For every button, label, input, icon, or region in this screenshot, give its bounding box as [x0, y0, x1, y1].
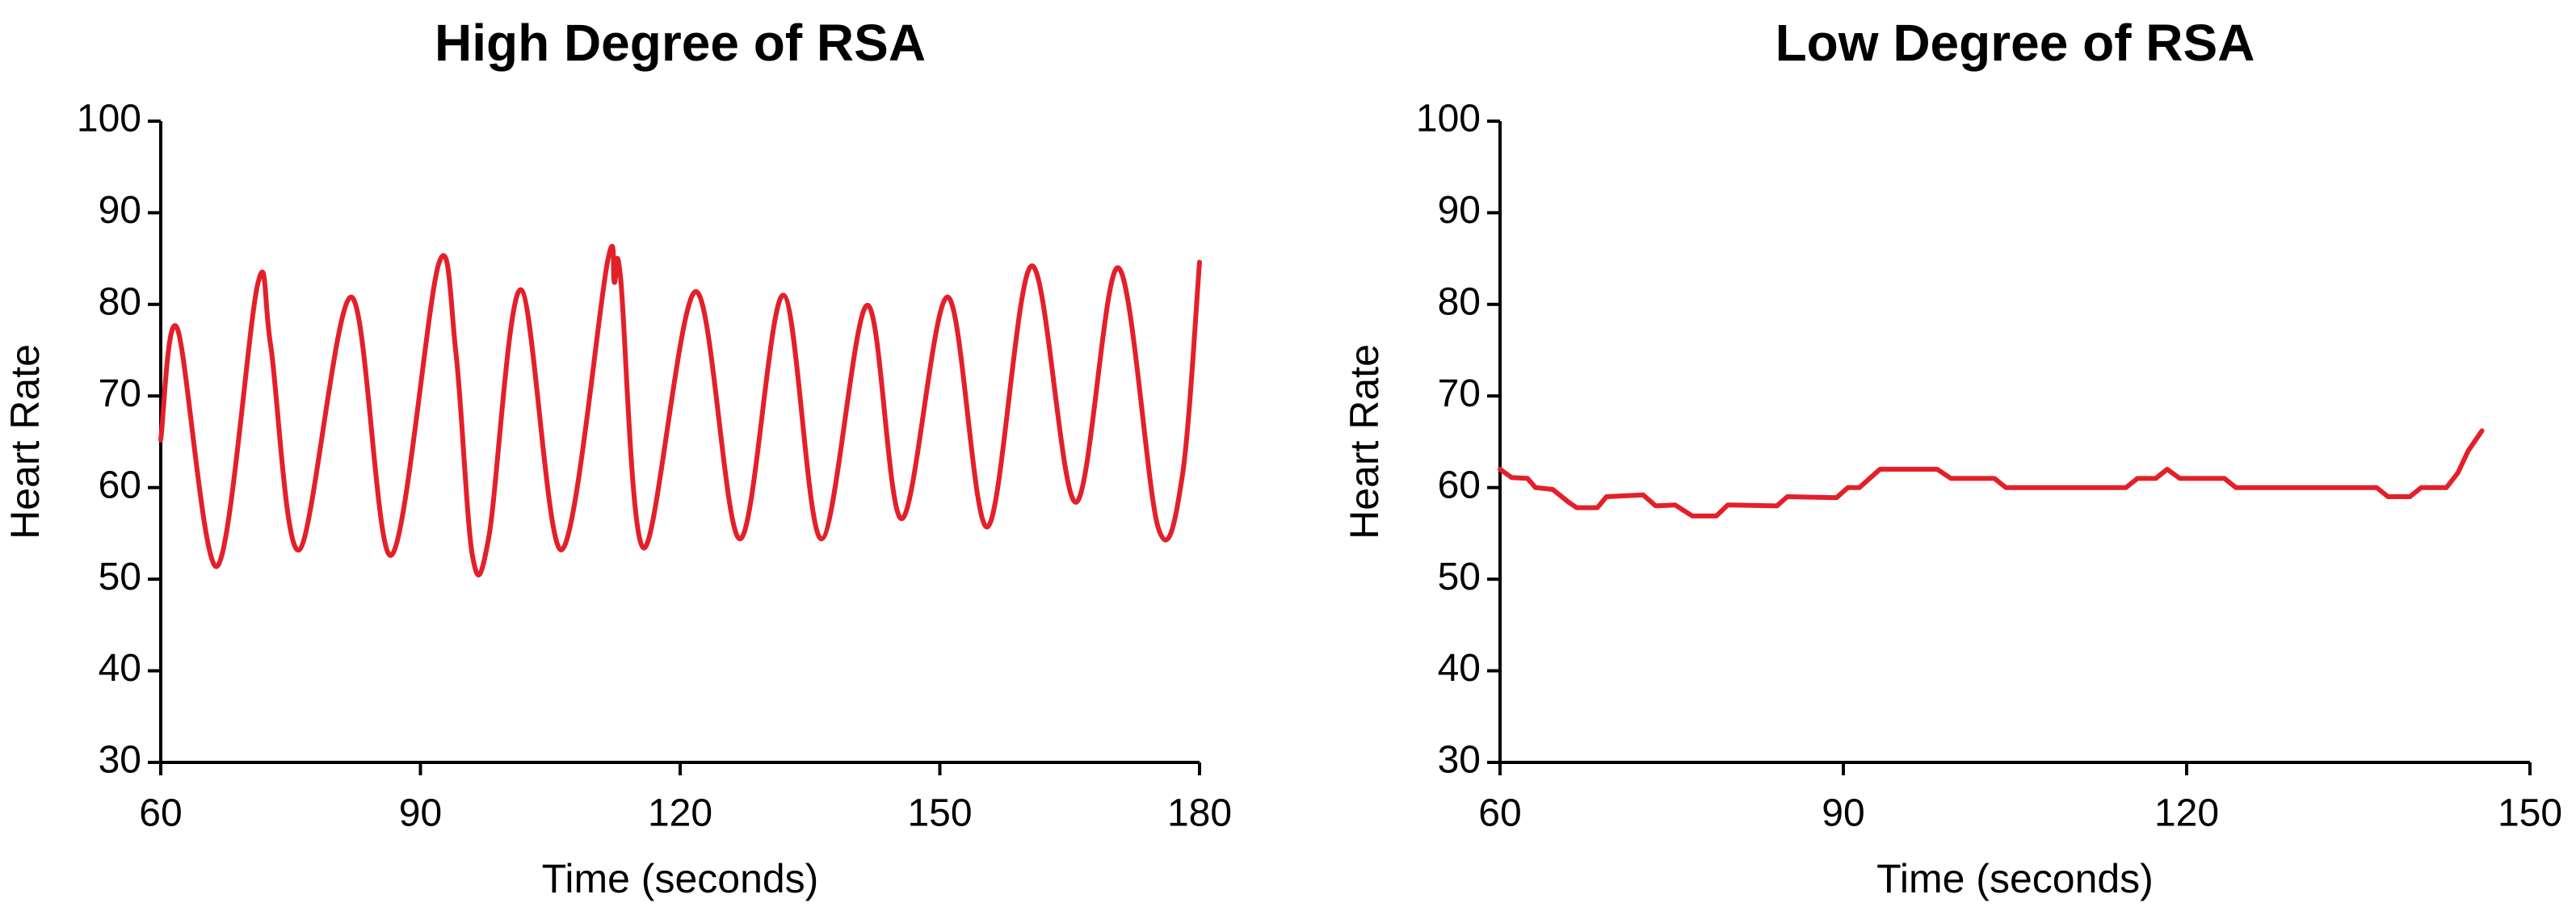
y-tick-label: 80 — [1438, 281, 1481, 324]
x-tick-label: 60 — [1478, 792, 1521, 835]
x-tick-label: 150 — [2498, 792, 2562, 835]
y-tick-label: 100 — [1416, 98, 1481, 141]
y-tick-label: 100 — [77, 98, 141, 141]
x-tick-label: 60 — [139, 792, 182, 835]
y-tick-label: 70 — [99, 372, 141, 415]
x-tick-label: 180 — [1167, 792, 1232, 835]
x-tick-label: 120 — [2154, 792, 2219, 835]
chart-title: High Degree of RSA — [435, 14, 926, 72]
y-tick-label: 70 — [1438, 372, 1481, 415]
data-line — [158, 243, 1202, 577]
data-line — [1498, 428, 2485, 518]
y-tick-label: 30 — [99, 739, 141, 782]
chart-title: Low Degree of RSA — [1775, 14, 2255, 72]
chart-panel: High Degree of RSA 30 40 50 60 70 80 90 100 60 90 1… — [2, 14, 1232, 901]
y-tick-label: 80 — [99, 281, 141, 324]
x-axis-label: Time (seconds) — [1876, 856, 2154, 901]
x-tick-label: 90 — [399, 792, 442, 835]
y-tick-label: 50 — [1438, 556, 1481, 598]
y-tick-label: 50 — [99, 556, 141, 598]
y-tick-label: 60 — [1438, 464, 1481, 506]
x-tick-label: 150 — [907, 792, 972, 835]
y-tick-label: 40 — [1438, 647, 1481, 690]
y-tick-label: 90 — [99, 189, 141, 232]
y-tick-label: 60 — [99, 464, 141, 506]
y-axis-label: Heart Rate — [2, 344, 48, 539]
y-tick-label: 30 — [1438, 739, 1481, 782]
y-tick-label: 90 — [1438, 189, 1481, 232]
y-tick-label: 40 — [99, 647, 141, 690]
x-tick-label: 120 — [648, 792, 712, 835]
x-tick-label: 90 — [1822, 792, 1864, 835]
y-axis-label: Heart Rate — [1342, 344, 1387, 539]
x-axis-label: Time (seconds) — [542, 856, 819, 901]
chart-panel: Low Degree of RSA 30 40 50 60 70 80 90 100 60 90 12… — [1342, 14, 2562, 901]
